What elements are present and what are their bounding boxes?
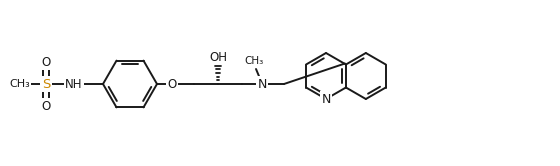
Text: CH₃: CH₃ [244, 56, 264, 66]
Text: S: S [16, 78, 24, 90]
Text: NH: NH [66, 78, 83, 90]
Text: N: N [257, 78, 267, 90]
Text: S: S [42, 78, 50, 90]
Text: O: O [167, 78, 176, 90]
Text: N: N [321, 92, 331, 106]
Text: O: O [41, 55, 50, 69]
Text: O: O [41, 99, 50, 113]
Text: OH: OH [209, 50, 227, 64]
Text: CH₃: CH₃ [10, 79, 30, 89]
